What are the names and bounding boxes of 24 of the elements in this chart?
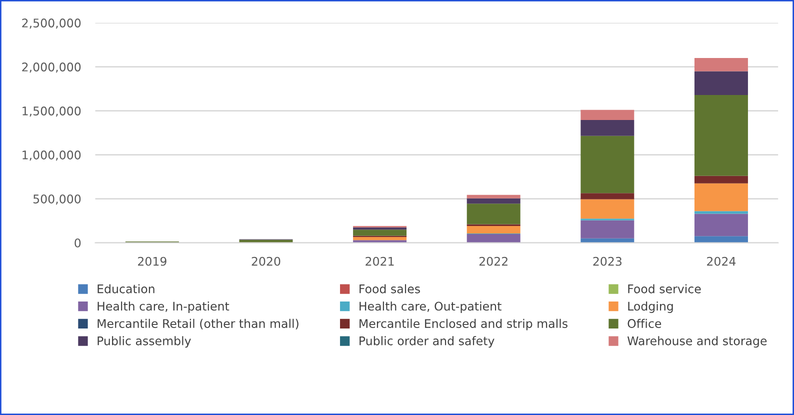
- legend-label: Mercantile Enclosed and strip malls: [360, 318, 568, 330]
- legend-label: Health care, In-patient: [98, 302, 230, 313]
- legend-label: Food sales: [360, 284, 420, 294]
- y-tick-label: 500,000: [33, 194, 81, 205]
- legend-label: Lodging: [628, 302, 673, 313]
- legend-label: Public assembly: [98, 336, 191, 348]
- x-tick-label: 2019: [138, 256, 166, 266]
- y-tick-label: 1,500,000: [22, 106, 81, 117]
- legend-label: Public order and safety: [360, 336, 494, 348]
- x-tick-label: 2023: [593, 256, 622, 266]
- x-tick-label: 2024: [707, 256, 736, 266]
- y-tick-label: 0: [74, 238, 81, 248]
- x-tick-label: 2022: [479, 256, 508, 266]
- legend-label: Food service: [628, 284, 701, 294]
- y-tick-label: 2,000,000: [22, 62, 81, 73]
- x-tick-label: 2021: [366, 256, 394, 266]
- x-tick-label: 2020: [252, 256, 280, 266]
- legend-label: Office: [628, 318, 662, 328]
- y-tick-label: 1,000,000: [22, 150, 81, 161]
- legend-label: Education: [98, 284, 154, 294]
- y-tick-label: 2,500,000: [22, 18, 81, 29]
- legend-label: Health care, Out-patient: [360, 302, 502, 313]
- legend-label: Warehouse and storage: [627, 336, 767, 348]
- legend-label: Mercantile Retail (other than mall): [98, 318, 298, 330]
